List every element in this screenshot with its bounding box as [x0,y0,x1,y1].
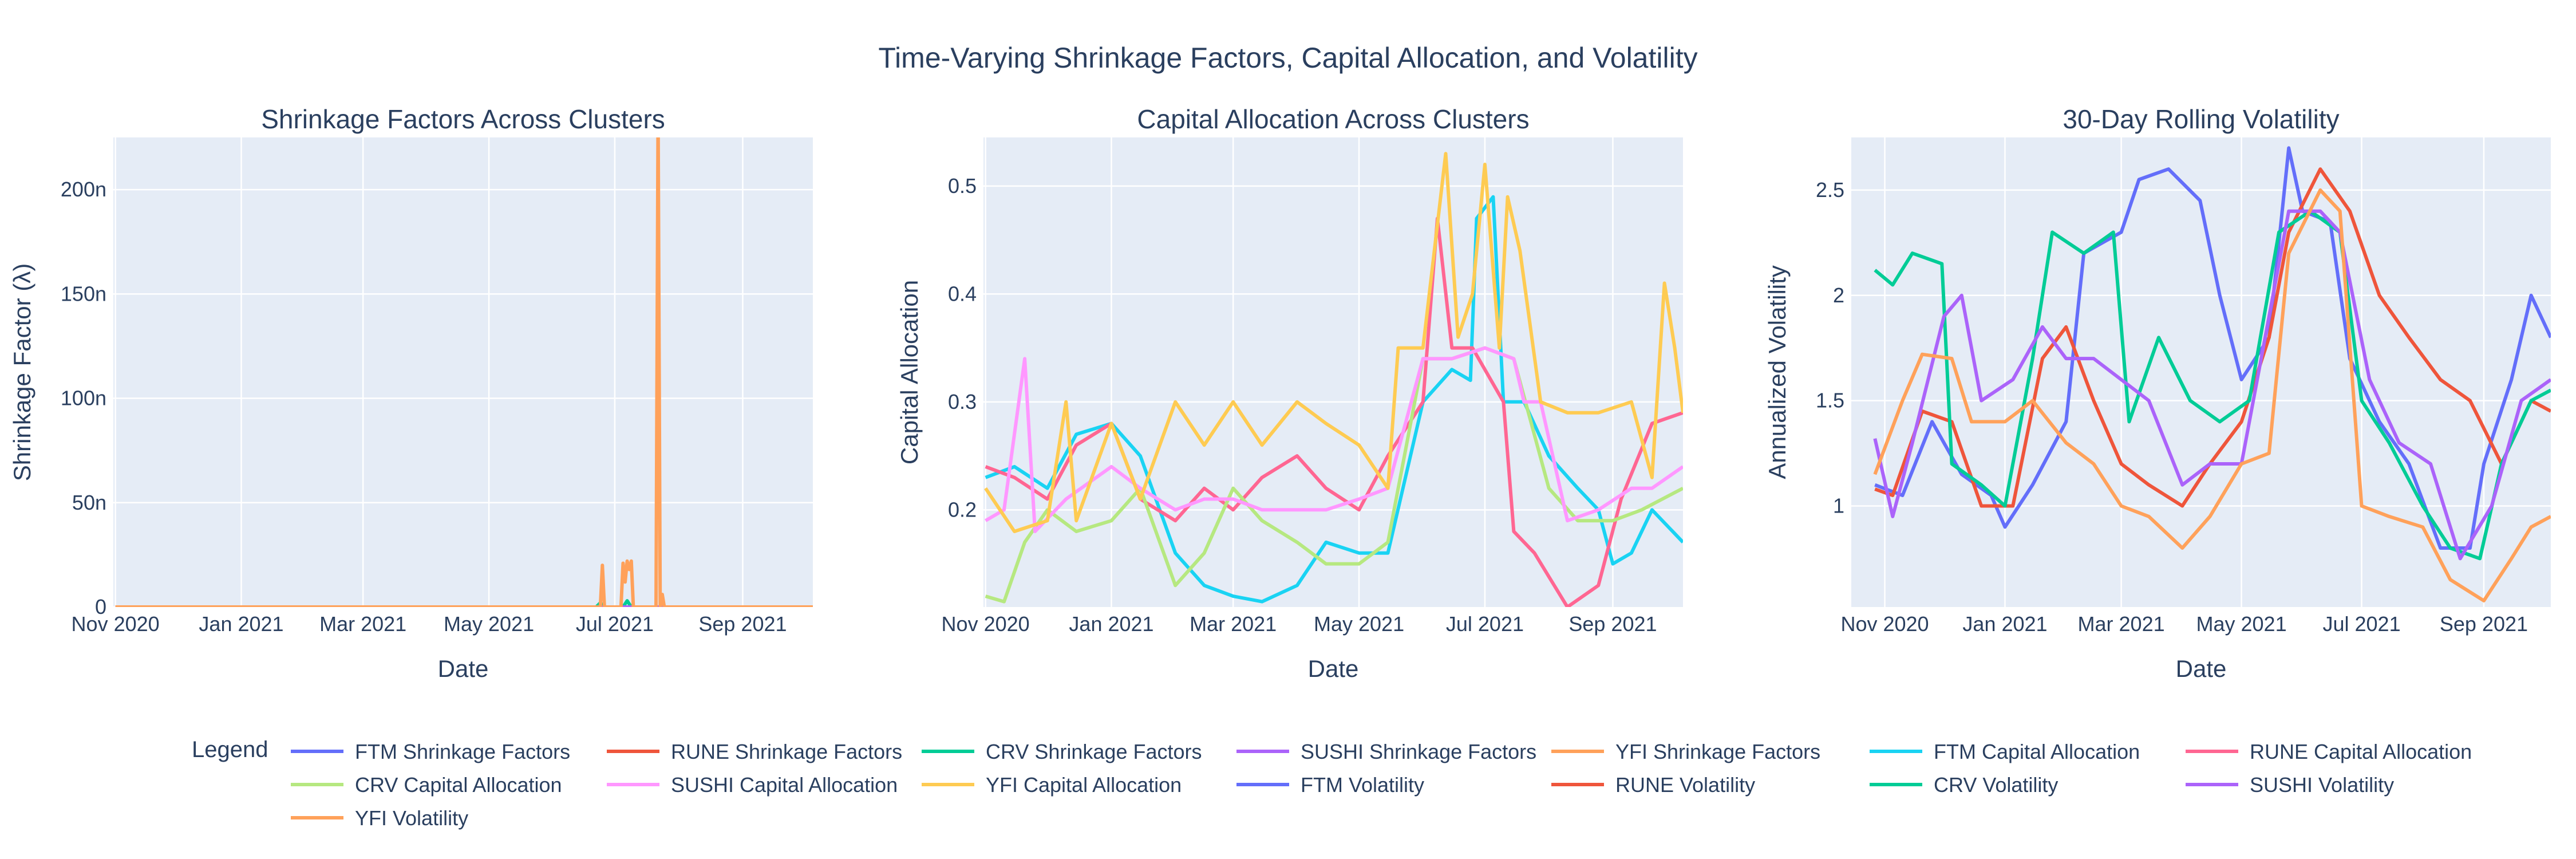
legend-label: SUSHI Capital Allocation [671,773,898,797]
y-tick-label: 0 [95,595,106,618]
x-tick-label: Jul 2021 [1446,612,1524,636]
x-tick-label: Jul 2021 [2322,612,2400,636]
plot-area [983,137,1683,607]
legend-label: CRV Capital Allocation [355,773,562,797]
x-tick-label: Sep 2021 [2440,612,2528,636]
plot-area [113,137,813,607]
x-tick-label: Jan 2021 [1069,612,1153,636]
x-tick-label: Jul 2021 [576,612,654,636]
legend-item[interactable]: FTM Shrinkage Factors [291,740,570,763]
legend-item[interactable]: CRV Capital Allocation [291,773,562,797]
series-line [1873,209,2551,561]
y-tick-label: 100n [61,387,106,410]
y-tick-label: 2.5 [1816,178,1844,202]
series-line [985,195,1683,604]
legend-label: FTM Shrinkage Factors [355,740,570,763]
legend-item[interactable]: CRV Volatility [1870,773,2058,797]
series-line [984,152,1683,533]
x-tick-label: Sep 2021 [1568,612,1657,636]
x-tick-label: May 2021 [2196,612,2287,636]
x-axis-title: Date [438,655,489,682]
y-tick-label: 1.5 [1816,389,1844,412]
y-tick-label: 200n [61,178,106,201]
legend-item[interactable]: SUSHI Volatility [2186,773,2394,797]
y-tick-label: 1 [1833,494,1844,517]
y-axis-title: Annualized Volatility [1764,265,1791,479]
legend-label: SUSHI Volatility [2250,773,2394,797]
series-lines [984,152,1683,607]
series-line [1874,209,2551,561]
subplot-title: Shrinkage Factors Across Clusters [261,104,665,134]
legend-label: YFI Capital Allocation [986,773,1182,797]
y-axis-title: Shrinkage Factor (λ) [9,263,35,481]
legend-label: SUSHI Shrinkage Factors [1301,740,1536,763]
y-tick-label: 50n [72,491,106,514]
legend-item[interactable]: YFI Capital Allocation [922,773,1182,797]
x-tick-label: May 2021 [1314,612,1404,636]
legend-item[interactable]: RUNE Volatility [1551,773,1755,797]
legend-item[interactable]: YFI Shrinkage Factors [1551,740,1820,763]
series-line [115,137,813,607]
x-tick-label: Nov 2020 [72,612,160,636]
series-lines [115,137,813,607]
legend-label: CRV Shrinkage Factors [986,740,1202,763]
x-tick-label: May 2021 [444,612,534,636]
legend-title: Legend [192,737,268,762]
legend-label: YFI Volatility [355,806,468,830]
x-tick-label: Jan 2021 [199,612,283,636]
x-tick-label: Jan 2021 [1962,612,2047,636]
legend-label: FTM Volatility [1301,773,1424,797]
legend-item[interactable]: YFI Volatility [291,806,468,830]
series-lines [1873,146,2551,602]
rolling-volatility-panel: Nov 2020 Jan 2021 Mar 2021 May 2021 Jul 2021… [1764,104,2551,682]
legend-label: RUNE Volatility [1615,773,1755,797]
legend-item[interactable]: FTM Volatility [1236,773,1424,797]
subplot-title: Capital Allocation Across Clusters [1137,104,1529,134]
x-tick-label: Nov 2020 [1840,612,1929,636]
x-tick-label: Mar 2021 [2078,612,2165,636]
x-tick-label: Nov 2020 [942,612,1030,636]
shrinkage-factors-panel: Nov 2020 Jan 2021 Mar 2021 May 2021 Jul 2021… [9,104,813,682]
legend-item[interactable]: SUSHI Capital Allocation [607,773,898,797]
y-tick-label: 150n [61,282,106,305]
legend-label: RUNE Capital Allocation [2250,740,2472,763]
legend: Legend FTM Shrinkage Factors RUNE Shrinka… [192,737,2472,830]
legend-item[interactable]: RUNE Capital Allocation [2186,740,2472,763]
y-tick-label: 0.4 [948,282,977,305]
legend-item[interactable]: CRV Shrinkage Factors [922,740,1202,763]
legend-label: FTM Capital Allocation [1934,740,2140,763]
legend-label: YFI Shrinkage Factors [1615,740,1820,763]
y-tick-label: 0.2 [948,498,977,521]
x-axis-title: Date [2176,655,2227,682]
legend-item[interactable]: FTM Capital Allocation [1870,740,2140,763]
subplot-title: 30-Day Rolling Volatility [2063,104,2339,134]
x-tick-label: Mar 2021 [319,612,406,636]
y-axis-title: Capital Allocation [896,280,923,464]
legend-label: CRV Volatility [1934,773,2058,797]
y-tick-label: 2 [1833,283,1844,307]
legend-label: RUNE Shrinkage Factors [671,740,902,763]
figure-title: Time-Varying Shrinkage Factors, Capital … [878,42,1697,74]
y-tick-label: 0.5 [948,174,977,198]
legend-item[interactable]: RUNE Shrinkage Factors [607,740,902,763]
y-tick-label: 0.3 [948,390,977,413]
x-axis-title: Date [1308,655,1359,682]
x-tick-label: Sep 2021 [698,612,787,636]
x-tick-label: Mar 2021 [1190,612,1277,636]
capital-allocation-panel: Nov 2020 Jan 2021 Mar 2021 May 2021 Jul 2021… [896,104,1683,682]
series-line [1873,188,2551,602]
series-line [985,346,1683,604]
legend-item[interactable]: SUSHI Shrinkage Factors [1236,740,1536,763]
